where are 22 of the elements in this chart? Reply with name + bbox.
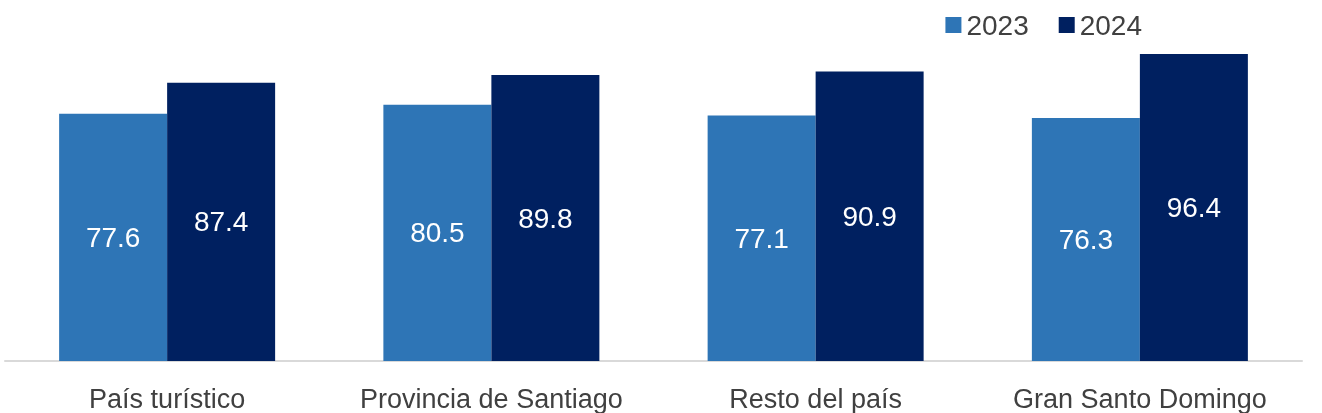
legend-label: 2024: [1079, 9, 1143, 41]
x-tick-label: Provincia de Santiago: [360, 383, 623, 413]
bar: [1031, 118, 1140, 361]
data-label: 90.9: [842, 200, 897, 232]
x-tick-label: Resto del país: [729, 383, 902, 413]
bar: [383, 104, 492, 361]
bar: [59, 113, 168, 361]
bar: [815, 71, 924, 361]
x-tick-label: Gran Santo Domingo: [1013, 383, 1267, 413]
data-label: 96.4: [1166, 192, 1222, 223]
data-label: 87.4: [193, 206, 249, 238]
legend-label: 2023: [966, 9, 1029, 41]
bar: [167, 82, 276, 361]
data-label: 76.3: [1058, 224, 1114, 256]
bar: [707, 115, 816, 361]
data-label: 80.5: [410, 217, 465, 249]
data-label: 77.1: [734, 222, 789, 254]
bar: [1139, 54, 1248, 361]
bar: [491, 75, 600, 361]
x-tick-label: País turístico: [89, 383, 246, 413]
data-label: 77.6: [85, 221, 141, 253]
data-label: 89.8: [518, 202, 573, 234]
